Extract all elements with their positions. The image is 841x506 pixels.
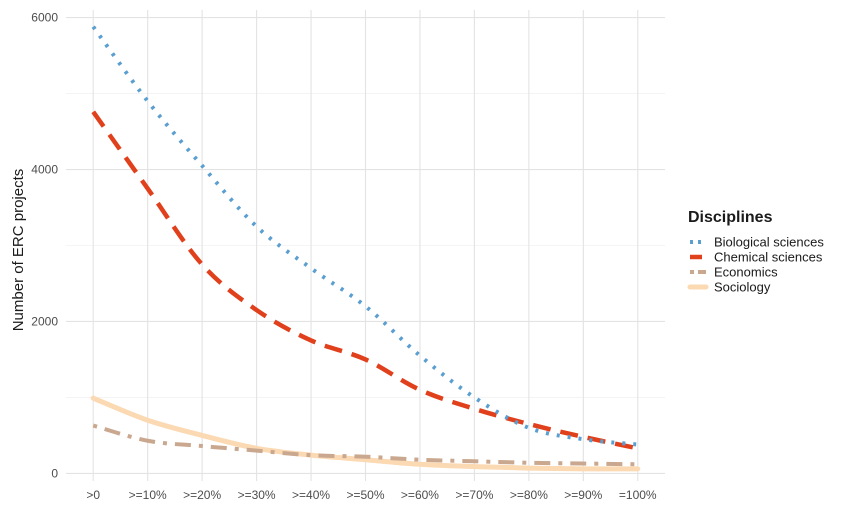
y-tick-label: 6000	[31, 11, 58, 25]
x-tick-label: >=60%	[401, 488, 439, 502]
x-tick-label: >=30%	[238, 488, 276, 502]
x-tick-label: >=10%	[129, 488, 167, 502]
y-tick-label: 4000	[31, 163, 58, 177]
x-tick-label: >=20%	[183, 488, 221, 502]
y-axis-title: Number of ERC projects	[10, 169, 27, 332]
x-tick-label: =100%	[619, 488, 657, 502]
grid	[66, 10, 665, 481]
legend-label-sociology: Sociology	[714, 280, 771, 295]
legend-label-biological-sciences: Biological sciences	[714, 235, 824, 250]
y-tick-label: 2000	[31, 314, 58, 328]
series-line-chemical-sciences	[91, 110, 639, 451]
legend-title: Disciplines	[688, 209, 773, 226]
legend-label-economics: Economics	[714, 265, 778, 280]
series-line-economics	[92, 423, 638, 467]
x-tick-label: >0	[86, 488, 100, 502]
x-tick-label: >=50%	[346, 488, 384, 502]
x-tick-label: >=70%	[455, 488, 493, 502]
legend: Disciplines Biological sciencesChemical …	[687, 209, 824, 295]
series-layer	[90, 25, 641, 472]
y-tick-label: 0	[51, 466, 58, 480]
y-axis-ticks: 0 2000 4000 6000	[31, 11, 58, 481]
legend-label-chemical-sciences: Chemical sciences	[714, 250, 823, 265]
x-tick-label: >=80%	[510, 488, 548, 502]
x-tick-label: >=40%	[292, 488, 330, 502]
x-axis-ticks: >0 >=10% >=20% >=30% >=40% >=50% >=60% >=70% >=8…	[86, 488, 657, 502]
series-line-sociology	[90, 395, 641, 472]
x-tick-label: >=90%	[564, 488, 602, 502]
